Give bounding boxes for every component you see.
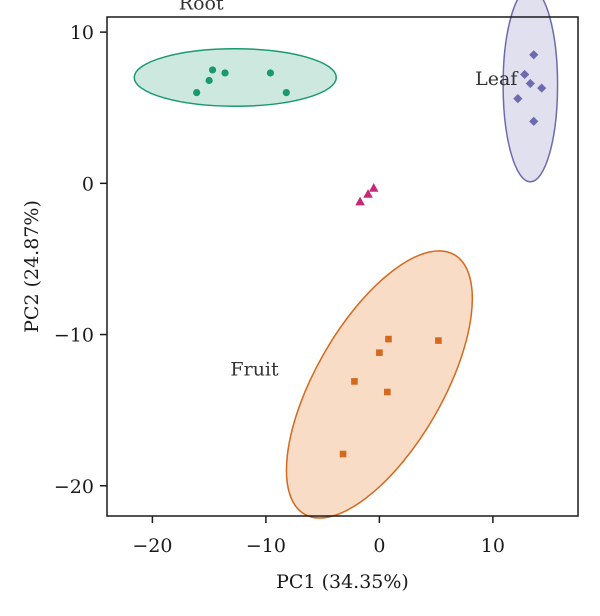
root-point	[193, 89, 201, 97]
leaf-point	[525, 78, 535, 89]
unlabeled-point	[368, 183, 379, 192]
y-tick-label: 0	[82, 173, 94, 195]
plot-frame	[106, 16, 579, 517]
fruit-point	[339, 450, 347, 458]
leaf-point	[529, 116, 539, 126]
data-points	[193, 50, 547, 458]
root-group-label: Root	[179, 0, 224, 14]
root-ellipse	[133, 48, 338, 107]
root-point	[205, 76, 213, 85]
x-tick-label: −10	[246, 535, 286, 557]
root-point	[221, 69, 229, 77]
fruit-group-label: Fruit	[230, 358, 279, 380]
root-point	[208, 66, 217, 74]
fruit-point	[385, 335, 392, 343]
fruit-point	[384, 388, 391, 396]
unlabeled-point	[363, 189, 373, 198]
axis-ticks: −20 −10 0 10 10 0 −10 −20	[54, 22, 505, 557]
unlabeled-point	[355, 196, 365, 206]
x-axis-label: PC1 (34.35%)	[276, 571, 409, 593]
x-tick-label: 0	[373, 535, 385, 557]
confidence-ellipses	[133, 0, 559, 519]
leaf-point	[520, 69, 530, 80]
leaf-point	[529, 50, 539, 60]
leaf-point	[513, 94, 523, 104]
y-axis-label: PC2 (24.87%)	[21, 200, 43, 333]
fruit-point	[351, 378, 358, 385]
x-tick-label: 10	[481, 535, 505, 557]
leaf-ellipse	[502, 0, 559, 183]
y-tick-label: −20	[54, 476, 94, 498]
y-tick-label: 10	[70, 22, 94, 44]
x-tick-label: −20	[132, 535, 172, 557]
fruit-point	[435, 337, 442, 344]
y-tick-label: −10	[54, 325, 94, 347]
group-labels: Root Leaf Fruit	[179, 0, 520, 380]
fruit-point	[376, 349, 383, 356]
root-point	[282, 89, 290, 97]
root-point	[266, 69, 275, 77]
leaf-point	[537, 83, 547, 93]
leaf-group-label: Leaf	[475, 68, 519, 90]
fruit-ellipse	[285, 250, 474, 519]
